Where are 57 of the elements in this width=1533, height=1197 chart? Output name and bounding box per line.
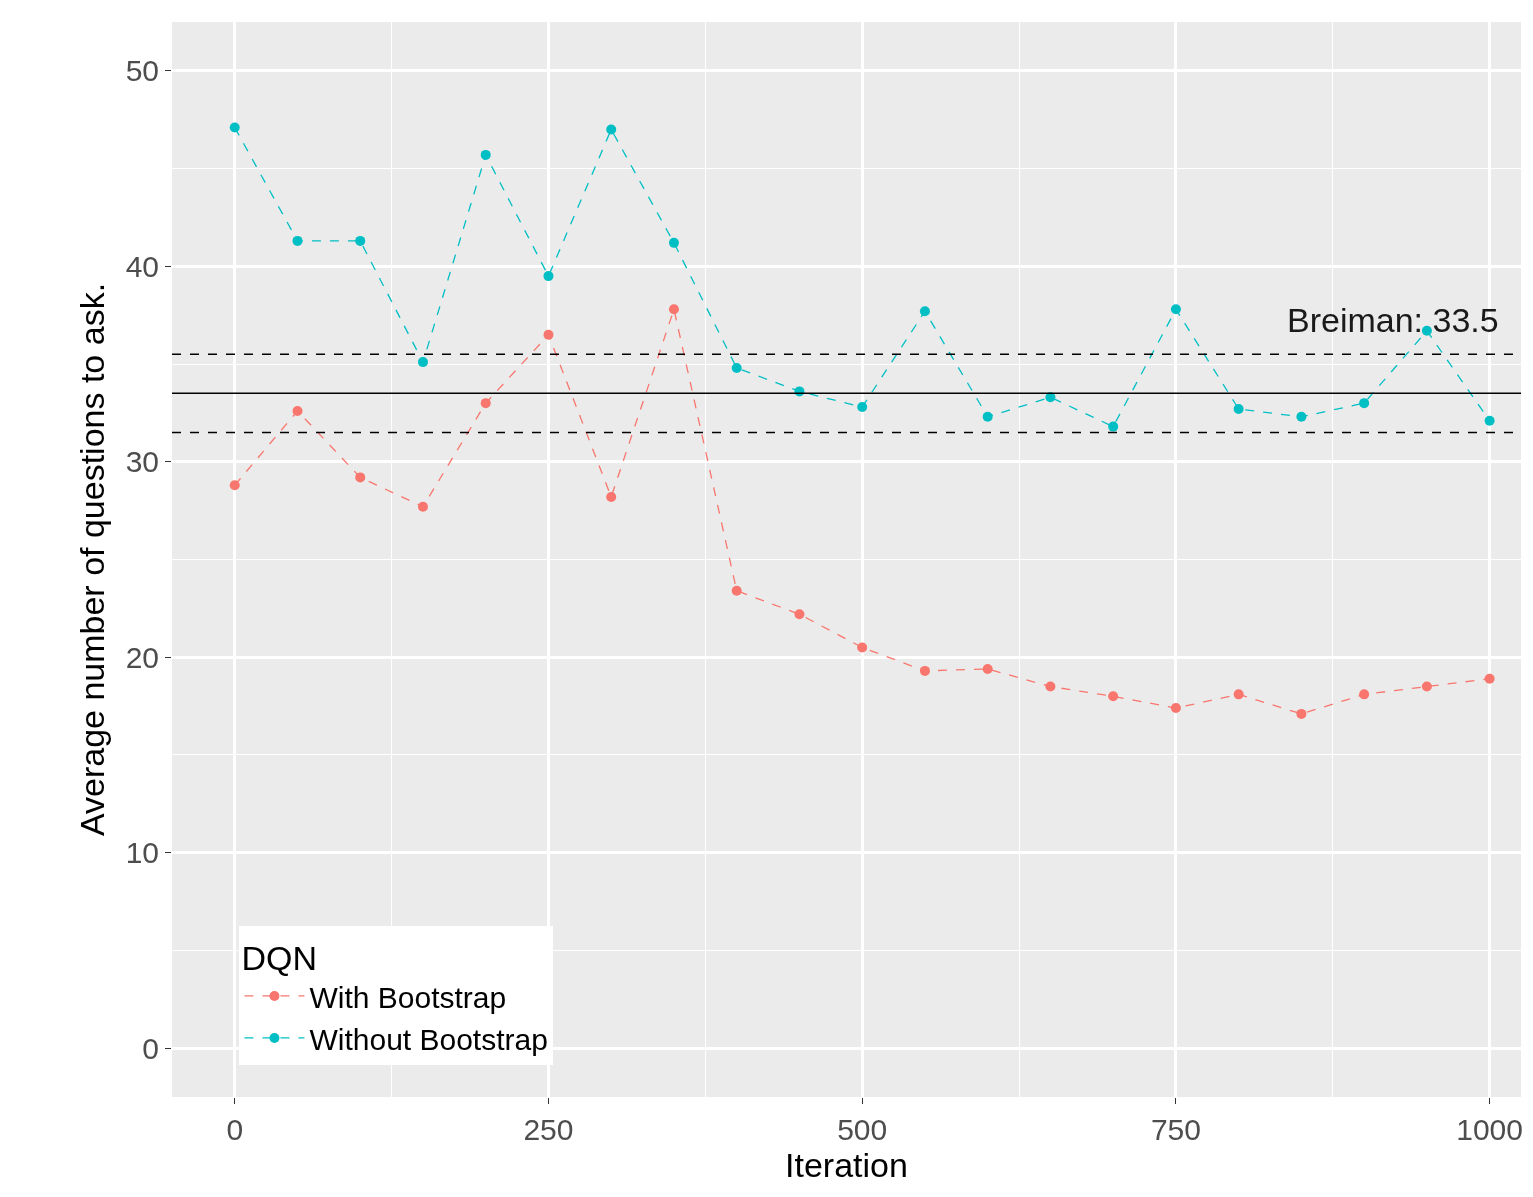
point xyxy=(1170,703,1181,714)
point xyxy=(543,329,554,340)
point xyxy=(606,124,617,135)
point xyxy=(1421,681,1432,692)
x-tick-label: 1000 xyxy=(1456,1113,1524,1146)
point xyxy=(1421,325,1432,336)
x-tick-label: 500 xyxy=(837,1113,888,1146)
point xyxy=(480,149,491,160)
point xyxy=(1484,415,1495,426)
y-tick-label: 10 xyxy=(125,836,159,870)
point xyxy=(417,357,428,368)
point xyxy=(731,585,742,596)
point xyxy=(1233,404,1244,414)
point xyxy=(543,271,554,282)
point xyxy=(919,665,930,676)
point xyxy=(417,501,428,512)
point xyxy=(1359,398,1370,409)
x-axis-title: Iteration xyxy=(785,1146,908,1185)
point xyxy=(1484,673,1495,684)
y-tick-label: 50 xyxy=(125,54,159,88)
point xyxy=(731,362,742,373)
point xyxy=(1296,708,1307,719)
point xyxy=(794,609,805,620)
point xyxy=(229,122,240,133)
point xyxy=(292,405,303,416)
point xyxy=(1045,681,1056,692)
ref-line-label: Breiman: 33.5 xyxy=(1287,301,1499,339)
point xyxy=(668,237,679,248)
point xyxy=(1359,689,1370,700)
legend-label: Without Bootstrap xyxy=(309,1022,548,1056)
point xyxy=(292,235,303,246)
point xyxy=(606,491,617,502)
y-tick-label: 40 xyxy=(125,249,159,283)
point xyxy=(857,402,868,413)
y-tick-label: 20 xyxy=(125,640,159,674)
point xyxy=(1296,411,1307,422)
point xyxy=(857,642,868,653)
point xyxy=(1108,421,1119,432)
point xyxy=(1233,689,1244,700)
point xyxy=(480,398,491,409)
legend-label: With Bootstrap xyxy=(309,980,507,1014)
y-tick-label: 30 xyxy=(125,445,159,479)
point xyxy=(1170,304,1181,315)
point xyxy=(982,411,993,422)
point xyxy=(229,480,240,491)
point xyxy=(982,663,993,674)
x-tick-label: 0 xyxy=(226,1113,244,1146)
point xyxy=(355,235,366,246)
point xyxy=(1108,691,1119,702)
y-axis-title: Average number of questions to ask. xyxy=(73,282,112,837)
point xyxy=(668,304,679,315)
x-tick-label: 250 xyxy=(523,1113,574,1146)
point xyxy=(355,472,366,483)
legend-title: DQN xyxy=(241,938,318,977)
point xyxy=(919,306,930,317)
y-tick-label: 0 xyxy=(142,1031,159,1065)
x-tick-label: 750 xyxy=(1150,1113,1201,1146)
